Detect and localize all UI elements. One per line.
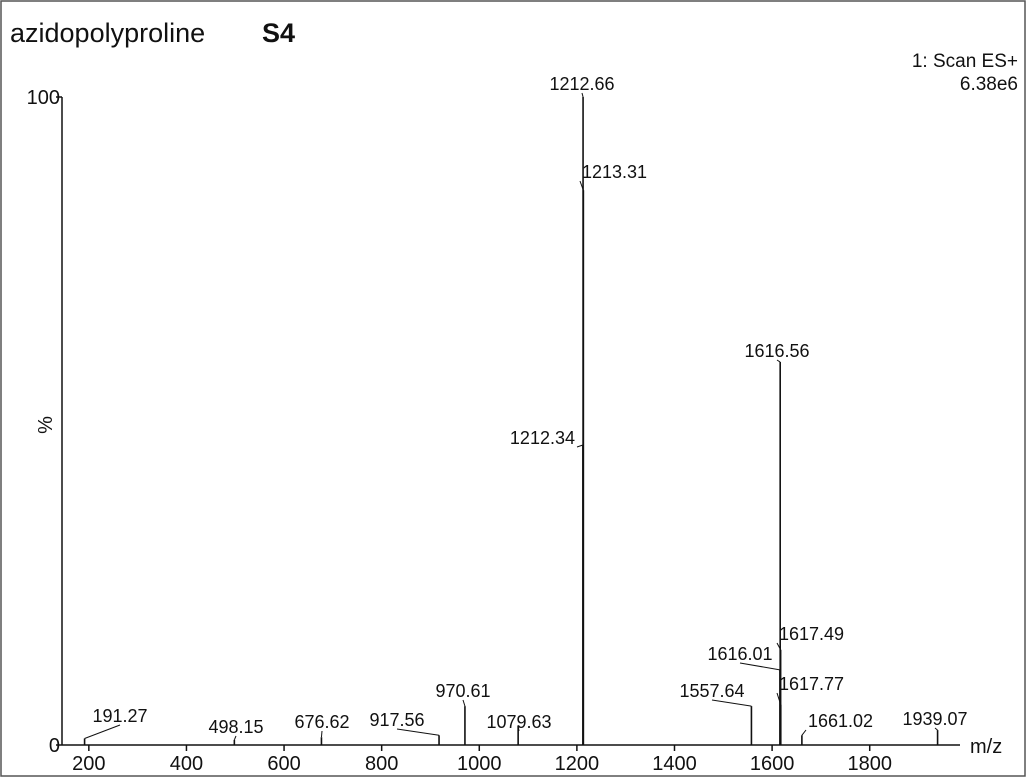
peak-label-leader	[934, 727, 938, 731]
peak-label: 1212.34	[510, 428, 575, 448]
peak-label-leader	[517, 725, 520, 732]
peak-label-leader	[84, 724, 121, 739]
x-tick-label: 1800	[847, 753, 892, 775]
peak-label: 1616.01	[707, 644, 772, 664]
peak-label: 1557.64	[679, 681, 744, 701]
intensity-label: 6.38e6	[960, 74, 1018, 95]
x-tick-label: 400	[170, 753, 203, 775]
peak-label-leader	[776, 642, 782, 650]
peak-label-leader	[776, 692, 782, 705]
peak-label-leader	[711, 699, 752, 707]
peak-label-leader	[801, 729, 807, 736]
x-tick-label: 1200	[555, 753, 600, 775]
peak-label: 1661.02	[808, 711, 873, 731]
x-tick-label: 200	[72, 753, 105, 775]
chart-title: azidopolyproline	[10, 18, 205, 48]
peak-label-leader	[581, 92, 584, 98]
peak-label: 1213.31	[582, 162, 647, 182]
peak-label: 1939.07	[902, 709, 967, 729]
peak-label: 498.15	[208, 717, 263, 737]
peak-label: 1617.49	[779, 624, 844, 644]
x-tick-label: 1000	[457, 753, 502, 775]
x-tick-label: 1600	[750, 753, 795, 775]
y-tick-label: 0	[49, 735, 60, 757]
peak-label: 917.56	[369, 710, 424, 730]
peak-label: 1212.66	[549, 74, 614, 94]
peak-label: 1617.77	[779, 674, 844, 694]
x-tick-label: 1400	[652, 753, 697, 775]
scan-label: 1: Scan ES+	[912, 51, 1018, 72]
y-axis-label: %	[35, 416, 57, 434]
chart-title-suffix: S4	[262, 18, 295, 48]
peak-label: 1616.56	[744, 341, 809, 361]
peak-label-leader	[233, 735, 237, 741]
peak-label: 676.62	[294, 712, 349, 732]
peak-label: 1079.63	[486, 712, 551, 732]
peak-label-leader	[576, 444, 584, 448]
x-tick-label: 600	[267, 753, 300, 775]
peak-label-leader	[320, 730, 323, 738]
peak-label-leader	[579, 180, 584, 191]
y-tick-label: 100	[27, 87, 60, 109]
peak-label: 970.61	[435, 681, 490, 701]
peak-label-leader	[462, 699, 466, 707]
x-tick-label: 800	[365, 753, 398, 775]
x-axis-label: m/z	[970, 736, 1002, 758]
peak-label: 191.27	[92, 706, 147, 726]
peak-label-leader	[739, 662, 781, 671]
peak-label-leader	[776, 359, 781, 363]
peak-label-leader	[396, 728, 440, 736]
